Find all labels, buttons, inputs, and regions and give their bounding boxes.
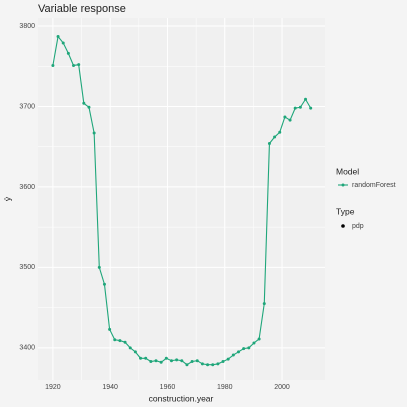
x-tick-label: 2000 [274, 384, 290, 391]
point [144, 356, 148, 360]
point [108, 327, 112, 331]
point [185, 363, 189, 367]
point [283, 115, 287, 119]
point [97, 265, 101, 269]
point [257, 337, 261, 341]
point [56, 35, 60, 39]
point [221, 359, 225, 363]
chart-title: Variable response [38, 3, 126, 15]
point [128, 346, 132, 350]
y-tick-label: 3700 [19, 103, 35, 110]
point [216, 362, 220, 366]
point [154, 359, 158, 363]
legend-title: Type [336, 206, 355, 216]
point [149, 359, 153, 363]
point [267, 141, 271, 145]
legend-key [341, 224, 345, 228]
legend-key [341, 183, 345, 187]
point [92, 131, 96, 135]
x-tick-label: 1980 [217, 384, 233, 391]
legend-title: Model [336, 166, 359, 176]
point [164, 356, 168, 360]
point [247, 346, 251, 350]
y-tick-label: 3400 [19, 345, 35, 352]
point [82, 101, 86, 105]
point [206, 363, 210, 367]
y-tick-label: 3500 [19, 264, 35, 271]
y-axis-title: ŷ [2, 196, 12, 201]
point [288, 118, 292, 122]
point [252, 341, 256, 345]
point [293, 106, 297, 110]
point [61, 41, 65, 45]
point [190, 359, 194, 363]
point [118, 339, 122, 343]
point [159, 360, 163, 364]
point [226, 357, 230, 361]
x-tick-label: 1960 [160, 384, 176, 391]
point [175, 358, 179, 362]
point [273, 135, 277, 139]
x-tick-label: 1920 [45, 384, 61, 391]
x-axis-title: construction.year [149, 393, 214, 403]
point [304, 97, 308, 101]
point [169, 359, 173, 363]
point [231, 353, 235, 357]
point [278, 130, 282, 134]
point [139, 356, 143, 360]
point [298, 105, 302, 109]
point [113, 338, 117, 342]
point [211, 363, 215, 367]
point [77, 63, 81, 67]
point [87, 105, 91, 109]
y-tick-label: 3800 [19, 23, 35, 30]
legend-label: pdp [352, 223, 364, 230]
y-tick-label: 3600 [19, 184, 35, 191]
point [200, 362, 204, 366]
point [195, 359, 199, 363]
point [236, 350, 240, 354]
point [123, 340, 127, 344]
point [262, 302, 266, 306]
point [72, 63, 76, 67]
point [66, 51, 70, 55]
point [51, 63, 55, 67]
point [180, 359, 184, 363]
legend-label: randomForest [352, 182, 396, 189]
x-tick-label: 1940 [102, 384, 118, 391]
panel [38, 18, 325, 380]
point [102, 282, 106, 286]
point [133, 350, 137, 354]
point [242, 347, 246, 351]
point [309, 106, 313, 110]
